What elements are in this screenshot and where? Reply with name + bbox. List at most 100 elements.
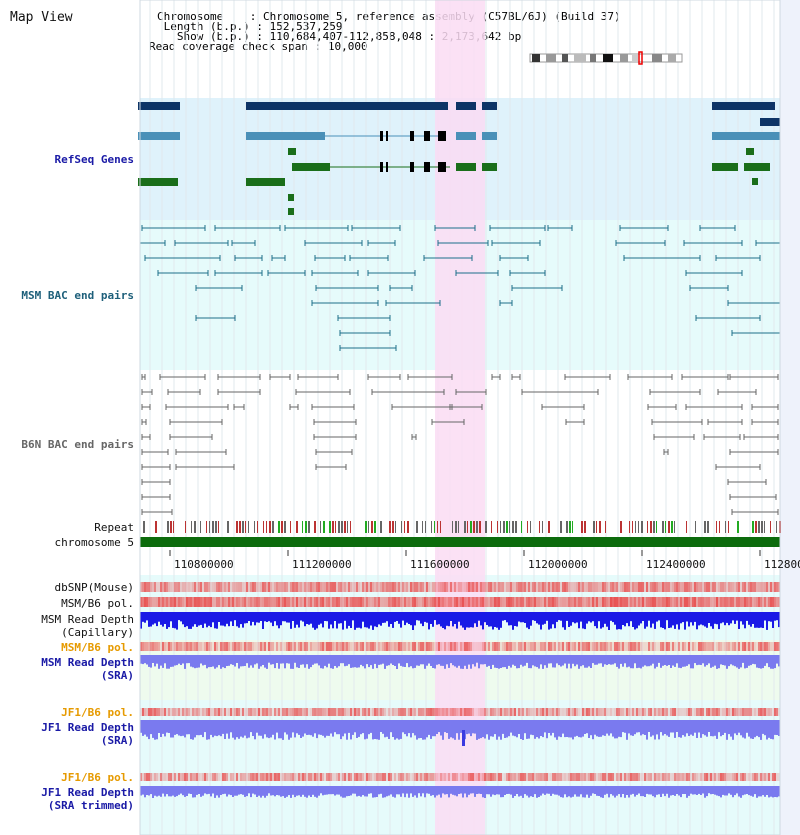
- track-label-chromosome[interactable]: chromosome 5: [54, 536, 134, 549]
- read-depth-bar: [344, 786, 346, 798]
- polymorphism-cell: [488, 773, 490, 781]
- polymorphism-cell: [256, 582, 258, 592]
- polymorphism-cell: [652, 642, 654, 651]
- read-depth-bar: [596, 612, 598, 629]
- read-depth-bar: [520, 786, 522, 796]
- ideogram-band: [546, 54, 556, 62]
- polymorphism-cell: [262, 708, 264, 716]
- polymorphism-cell: [156, 773, 158, 781]
- read-depth-bar: [524, 612, 526, 623]
- read-depth-bar: [584, 655, 586, 668]
- polymorphism-cell: [638, 582, 640, 592]
- polymorphism-cell: [140, 597, 142, 607]
- polymorphism-cell: [572, 582, 574, 592]
- track-label-jf1-depth-1[interactable]: JF1 Read Depth: [41, 721, 134, 734]
- read-depth-bar: [488, 720, 490, 740]
- read-depth-bar: [718, 655, 720, 669]
- polymorphism-cell: [546, 642, 548, 651]
- polymorphism-cell: [748, 708, 750, 716]
- read-depth-bar: [438, 612, 440, 625]
- polymorphism-cell: [304, 597, 306, 607]
- track-label-jf1-pol-2[interactable]: JF1/B6 pol.: [61, 771, 134, 784]
- read-depth-bar: [330, 655, 332, 669]
- polymorphism-cell: [712, 642, 714, 651]
- polymorphism-cell: [164, 597, 166, 607]
- track-label-jf1-pol[interactable]: JF1/B6 pol.: [61, 706, 134, 719]
- polymorphism-cell: [554, 642, 556, 651]
- polymorphism-cell: [594, 773, 596, 781]
- track-label-msm-depth-cap-1[interactable]: MSM Read Depth: [41, 613, 134, 626]
- polymorphism-cell: [148, 642, 150, 651]
- read-depth-bar: [406, 720, 408, 737]
- track-label-msm-depth-sra-1[interactable]: MSM Read Depth: [41, 656, 134, 669]
- read-depth-bar: [618, 655, 620, 669]
- polymorphism-cell: [718, 597, 720, 607]
- polymorphism-cell: [242, 708, 244, 716]
- polymorphism-cell: [404, 708, 406, 716]
- polymorphism-cell: [582, 708, 584, 716]
- polymorphism-cell: [692, 773, 694, 781]
- read-depth-bar: [350, 612, 352, 628]
- repeat-element: [656, 521, 657, 533]
- track-label-repeat[interactable]: Repeat: [94, 521, 134, 534]
- track-label-msm-bac[interactable]: MSM BAC end pairs: [21, 289, 134, 302]
- polymorphism-cell: [226, 708, 228, 716]
- polymorphism-cell: [486, 773, 488, 781]
- track-label-refseq[interactable]: RefSeq Genes: [54, 153, 134, 166]
- read-depth-bar: [456, 612, 458, 629]
- polymorphism-cell: [568, 773, 570, 781]
- read-depth-bar: [702, 720, 704, 735]
- read-depth-bar: [684, 786, 686, 794]
- polymorphism-cell: [392, 582, 394, 592]
- polymorphism-cell: [458, 642, 460, 651]
- track-label-dbsnp[interactable]: dbSNP(Mouse): [54, 581, 134, 594]
- track-label-jf1-trim-1[interactable]: JF1 Read Depth: [41, 786, 134, 799]
- read-depth-bar: [586, 786, 588, 795]
- polymorphism-cell: [546, 597, 548, 607]
- read-depth-bar: [392, 720, 394, 737]
- read-depth-bar: [744, 720, 746, 739]
- polymorphism-cell: [458, 597, 460, 607]
- read-depth-bar: [336, 786, 338, 795]
- track-label-msm-pol[interactable]: MSM/B6 pol.: [61, 597, 134, 610]
- polymorphism-cell: [560, 642, 562, 651]
- polymorphism-cell: [486, 708, 488, 716]
- track-label-b6n-bac[interactable]: B6N BAC end pairs: [21, 438, 134, 451]
- read-depth-bar: [408, 720, 410, 734]
- polymorphism-cell: [642, 597, 644, 607]
- polymorphism-cell: [726, 708, 728, 716]
- read-depth-bar: [350, 786, 352, 796]
- polymorphism-cell: [306, 582, 308, 592]
- polymorphism-cell: [582, 582, 584, 592]
- polymorphism-cell: [506, 773, 508, 781]
- read-depth-bar: [628, 786, 630, 798]
- polymorphism-cell: [386, 597, 388, 607]
- polymorphism-cell: [324, 597, 326, 607]
- read-depth-bar: [298, 786, 300, 796]
- read-depth-bar: [600, 786, 602, 798]
- track-label-msm-pol-2[interactable]: MSM/B6 pol.: [61, 641, 134, 654]
- read-depth-bar: [302, 655, 304, 665]
- polymorphism-cell: [420, 708, 422, 716]
- read-depth-bar: [508, 720, 510, 737]
- polymorphism-cell: [298, 708, 300, 716]
- polymorphism-cell: [152, 642, 154, 651]
- read-depth-bar: [376, 720, 378, 740]
- read-depth-bar: [694, 786, 696, 795]
- polymorphism-cell: [594, 582, 596, 592]
- read-depth-bar: [476, 655, 478, 663]
- polymorphism-cell: [152, 582, 154, 592]
- read-depth-bar: [170, 612, 172, 622]
- polymorphism-cell: [420, 582, 422, 592]
- polymorphism-cell: [526, 582, 528, 592]
- polymorphism-cell: [670, 642, 672, 651]
- polymorphism-cell: [240, 708, 242, 716]
- polymorphism-cell: [698, 597, 700, 607]
- read-depth-bar: [342, 612, 344, 630]
- read-depth-bar: [708, 655, 710, 664]
- read-depth-bar: [140, 786, 142, 796]
- polymorphism-cell: [696, 708, 698, 716]
- polymorphism-cell: [450, 642, 452, 651]
- read-depth-bar: [172, 786, 174, 796]
